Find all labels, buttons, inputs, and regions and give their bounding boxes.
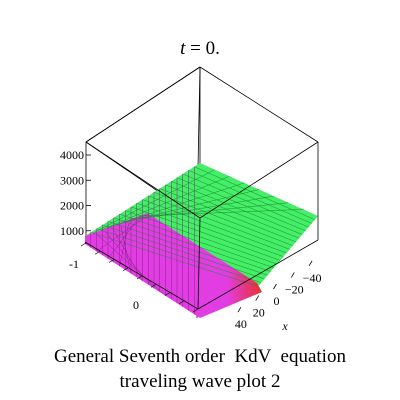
mesh-line-upper-4 [107, 221, 268, 276]
mesh-line-cross-upper-3 [108, 182, 245, 228]
title-value: = 0. [185, 38, 219, 59]
caption: General Seventh order KdV equation trave… [0, 344, 400, 394]
title-variable: t [180, 38, 186, 59]
mesh-line-upper-11 [148, 195, 290, 250]
y-tick-1 [94, 250, 101, 255]
z-tick-label-3: 4000 [60, 148, 84, 162]
caption-line-1: General Seventh order KdV equation [54, 346, 346, 367]
x-tick-2 [273, 283, 277, 290]
bounding-box-front [84, 66, 319, 310]
mesh-line-upper-6 [119, 213, 274, 269]
y-tick-label-1: 0 [133, 298, 139, 312]
x-tick-label-2: 0 [274, 294, 280, 308]
mesh-line-upper-8 [130, 206, 281, 261]
mesh-line-cross-lower-3 [119, 223, 129, 267]
z-tick-label-1: 2000 [60, 199, 84, 213]
mesh-line-cross-upper-6 [131, 202, 289, 219]
mesh-line-cross-lower-5 [113, 229, 143, 282]
mesh-line-upper-19 [194, 166, 315, 220]
y-tick-3 [122, 267, 129, 272]
x-tick-label-0: 40 [235, 317, 247, 331]
x-tick-3 [290, 272, 295, 278]
box-edge-front-0 [85, 66, 201, 143]
y-tick-4 [136, 275, 143, 280]
mesh-line-upper-9 [136, 202, 284, 257]
y-tick-0 [80, 242, 87, 247]
x-tick-label-1: 20 [253, 306, 265, 320]
mesh-line-cross-lower-1 [96, 217, 145, 252]
y-tick-8 [192, 308, 199, 313]
mesh-line-upper-7 [125, 210, 278, 265]
x-tick-1 [255, 295, 260, 301]
mesh-line-cross-lower-4 [120, 226, 132, 274]
mesh-line-upper-1 [90, 232, 259, 287]
box-edge-front-2 [199, 141, 319, 219]
mesh-line-cross-lower-2 [107, 220, 137, 259]
box-edge-front-1 [199, 66, 319, 143]
mesh-line-upper-13 [159, 188, 297, 243]
box-edge-front-3 [85, 141, 201, 219]
x-axis-label: x [281, 319, 288, 333]
axes: 1000 2000 3000 4000 40 20 0 −20−40 x -1 0 [60, 148, 321, 333]
mesh-line-upper-5 [113, 217, 271, 272]
y-tick-2 [108, 259, 115, 263]
y-tick-7 [178, 300, 185, 305]
mesh-line-cross-upper-2 [100, 176, 230, 231]
x-tick-0 [237, 306, 242, 313]
mesh-line-upper-18 [188, 170, 312, 224]
x-tick-label-4: −40 [303, 271, 322, 285]
caption-line-2: traveling wave plot 2 [119, 371, 281, 392]
surface [85, 163, 318, 318]
mesh-line-cross-upper-1 [92, 169, 215, 234]
box-edge-front-7 [84, 241, 199, 310]
y-tick-5 [150, 283, 157, 288]
z-tick-label-2: 3000 [60, 173, 84, 187]
mesh-line-upper-16 [176, 177, 306, 232]
mesh-line-cross-lower-6 [105, 232, 155, 289]
y-tick-6 [164, 292, 171, 296]
y-tick-label-0: -1 [69, 257, 79, 271]
mesh-line-upper-3 [102, 224, 265, 280]
mesh-line-upper-17 [182, 173, 309, 228]
mesh-line-cross-upper-7 [139, 209, 304, 217]
x-tick-4 [308, 260, 313, 267]
box-edge-front-5 [197, 217, 201, 310]
z-tick-label-0: 1000 [60, 224, 84, 238]
mesh-line-cross-upper-5 [123, 195, 274, 222]
box-edge-front-6 [197, 239, 319, 310]
x-tick-label-3: −20 [285, 282, 304, 296]
plot-title: t = 0. [180, 38, 220, 59]
surface-mesh [90, 166, 315, 315]
